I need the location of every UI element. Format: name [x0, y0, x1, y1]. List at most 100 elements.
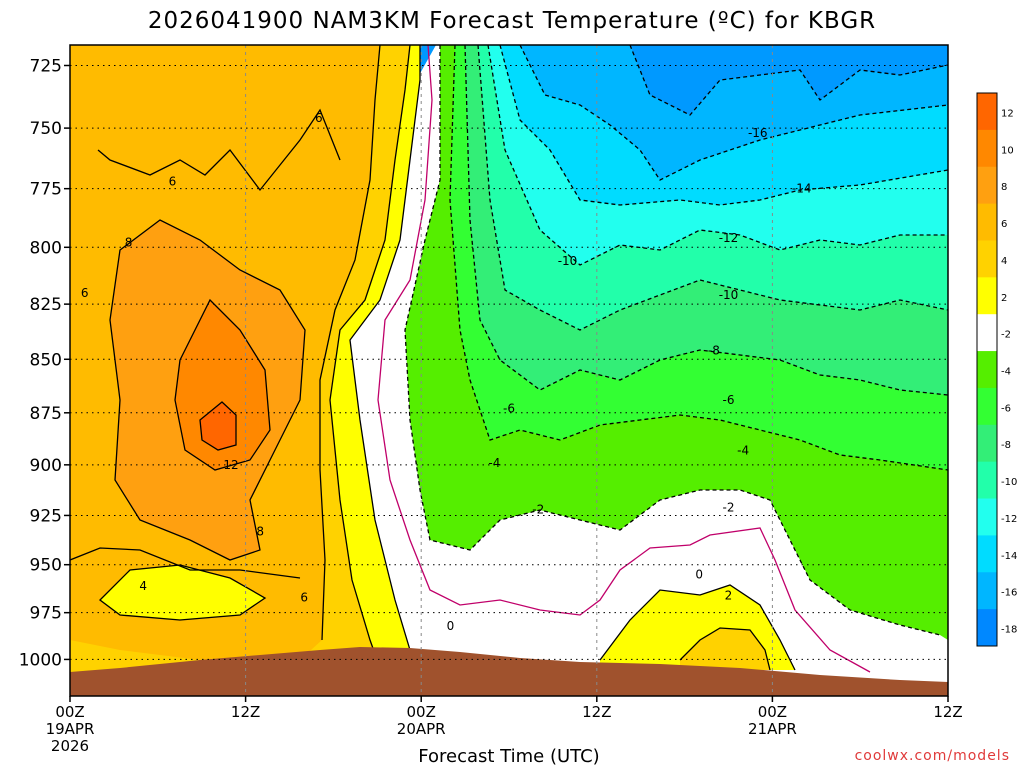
contour-label: -4	[488, 456, 500, 470]
chart-title: 2026041900 NAM3KM Forecast Temperature (…	[148, 8, 876, 34]
contour-plus-6-left	[97, 108, 341, 192]
contour-label: -6	[723, 393, 735, 407]
contour-label: 4	[139, 579, 147, 593]
y-tick-label: 800	[30, 238, 62, 258]
contour-minus-2	[404, 45, 941, 636]
x-tick-label: 00Z	[758, 703, 787, 721]
colorbar-frame	[976, 92, 998, 647]
contour-minus-14	[519, 45, 948, 181]
colorbar-swatch	[977, 203, 997, 241]
contour-plus-4-lower	[679, 627, 771, 671]
contour-label: 6	[169, 175, 177, 189]
contour-minus-4	[449, 45, 948, 471]
colorbar-swatch	[977, 240, 997, 278]
contour-label: -6	[503, 402, 515, 416]
temperature-field	[70, 45, 948, 696]
contour-label: 0	[695, 567, 703, 581]
colorbar-tick-label: 6	[1001, 219, 1007, 230]
contour-label: -16	[748, 126, 768, 140]
contour-label: -14	[792, 182, 812, 196]
x-tick-date-label: 21APR	[748, 720, 797, 738]
contour-label: 6	[315, 111, 323, 125]
contour-plus-8	[109, 219, 306, 561]
y-tick-label: 725	[30, 56, 62, 76]
colorbar-swatch	[977, 424, 997, 463]
colorbar-tick-label: 8	[1001, 182, 1007, 193]
x-axis-label: Forecast Time (UTC)	[418, 746, 599, 767]
y-tick-label: 950	[30, 556, 62, 576]
colorbar-tick-label: -8	[1001, 440, 1011, 451]
contour-label: -10	[719, 288, 739, 302]
colorbar-swatch	[977, 351, 997, 389]
grid-lines	[70, 45, 948, 696]
contour-label: 6	[81, 286, 89, 300]
x-tick-label: 12Z	[933, 703, 962, 721]
contour-label: -10	[558, 254, 578, 268]
contour-label: 8	[125, 236, 133, 250]
colorbar-tick-label: -10	[1001, 477, 1017, 488]
colorbar-swatch	[977, 277, 997, 315]
contour-minus-8	[477, 45, 948, 331]
contour-label: 0	[447, 619, 455, 633]
x-tick-label: 12Z	[582, 703, 611, 721]
contour-minus-10	[487, 45, 948, 266]
terrain-surface	[70, 647, 948, 696]
colorbar-tick-label: 10	[1001, 145, 1014, 156]
y-axis: 725 750 775 800 825 850 875 900 925 950 975 1000	[19, 56, 70, 670]
contour-plus-2	[349, 45, 421, 696]
colorbar-swatch	[977, 129, 997, 168]
contour-label: -2	[723, 500, 735, 514]
contour-plus-12	[199, 401, 237, 451]
fill-plus-12	[200, 402, 236, 450]
colorbar-swatch	[977, 572, 997, 610]
y-tick-label: 875	[30, 404, 62, 424]
contour-plus-2-lower	[599, 584, 796, 671]
colorbar-tick-label: 12	[1001, 108, 1014, 119]
y-tick-label: 925	[30, 506, 62, 526]
colorbar-swatch	[977, 314, 997, 352]
contour-label: 2	[725, 589, 733, 603]
colorbar-tick-label: 2	[1001, 293, 1007, 304]
colorbar-tick-label: 4	[1001, 256, 1007, 267]
contour-label: 6	[300, 590, 308, 604]
plot-frame	[69, 44, 949, 697]
x-tick-date-label: 19APR	[46, 720, 95, 738]
contour-plus-10	[174, 298, 271, 471]
contour-label: 12	[223, 458, 238, 472]
colorbar-swatch	[977, 93, 997, 131]
colorbar-swatch	[977, 461, 997, 500]
contour-label: -8	[708, 344, 720, 358]
contour-plus-4	[329, 45, 411, 696]
contour-label: -2	[532, 502, 544, 516]
contour-plus-6-bottom	[70, 547, 301, 579]
colorbar-tick-label: -6	[1001, 403, 1011, 414]
fill-plus-4-pocket	[100, 565, 265, 620]
colorbar-tick-label: -18	[1001, 625, 1017, 636]
colorbar-tick-label: -2	[1001, 330, 1011, 341]
colorbar-tick-label: -12	[1001, 514, 1017, 525]
x-tick-label: 00Z	[55, 703, 84, 721]
y-tick-label: 900	[30, 456, 62, 476]
contour-minus-12	[499, 45, 948, 206]
colorbar-tick-label: -14	[1001, 551, 1017, 562]
contour-minus-16	[629, 45, 948, 116]
contour-minus-6	[464, 45, 948, 396]
y-tick-label: 975	[30, 604, 62, 624]
contour-plus-4-pocket	[99, 564, 267, 621]
contour-plus-6	[319, 45, 381, 641]
contour-label: 8	[256, 524, 264, 538]
contour-lines	[70, 45, 948, 696]
x-tick-label: 00Z	[407, 703, 436, 721]
y-tick-label: 825	[30, 295, 62, 315]
colorbar-tick-label: -16	[1001, 588, 1017, 599]
colorbar-swatch	[977, 166, 997, 205]
contour-label: -4	[737, 443, 749, 457]
y-tick-label: 1000	[19, 650, 62, 670]
x-tick-label: 12Z	[231, 703, 260, 721]
fill-plus-10	[175, 300, 270, 470]
colorbar: 12 10 8 6 4 2 -2 -4 -6 -8 -10 -12 -14 -16 -18	[976, 92, 1017, 647]
x-tick-date-label: 20APR	[397, 720, 446, 738]
colorbar-swatch	[977, 498, 997, 536]
credit-text: coolwx.com/models	[855, 748, 1010, 764]
colorbar-swatch	[977, 387, 997, 426]
